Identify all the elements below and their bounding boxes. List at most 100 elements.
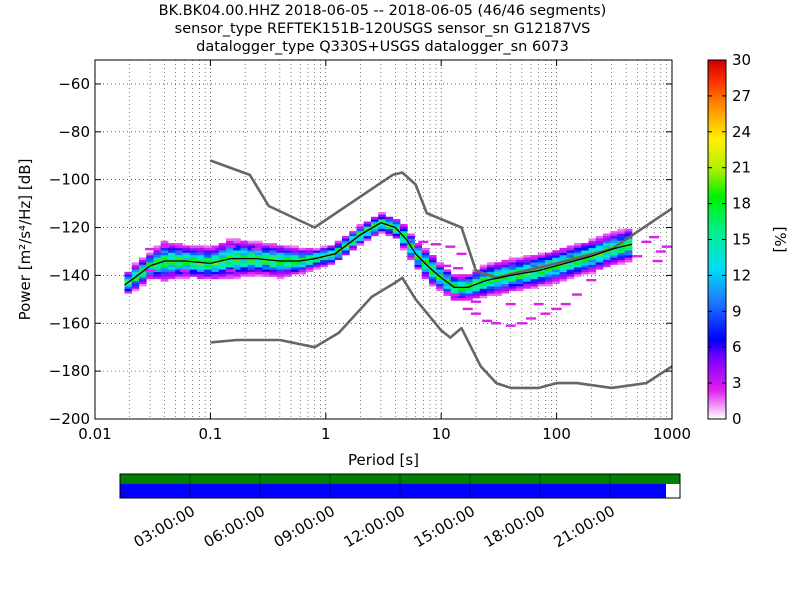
heatmap-cell xyxy=(254,267,263,270)
outlier-cell xyxy=(586,278,597,282)
heatmap-cell xyxy=(486,281,495,284)
heatmap-cell xyxy=(138,259,147,263)
heatmap-cell xyxy=(573,243,582,246)
heatmap-cell xyxy=(588,269,597,273)
heatmap-cell xyxy=(428,278,437,282)
heatmap-cell xyxy=(218,255,227,258)
axes: 0.01 0.1 1 10 100 1000 −60 −80 −100 −120 −140 −160 −… xyxy=(16,60,691,469)
heatmap-cell xyxy=(588,238,597,241)
heatmap-cell xyxy=(124,290,133,294)
heatmap-cell xyxy=(501,283,510,287)
heatmap-cell xyxy=(530,278,539,282)
heatmap-cell xyxy=(370,219,379,222)
heatmap-cell xyxy=(233,264,241,268)
heatmap-cell xyxy=(138,274,147,277)
heatmap-cell xyxy=(573,271,582,275)
y-tick-label: −100 xyxy=(49,171,90,189)
heatmap-cell xyxy=(196,274,205,277)
heatmap-cell xyxy=(617,259,626,263)
heatmap-cell xyxy=(276,262,285,265)
heatmap-cell xyxy=(298,252,307,256)
heatmap-cell xyxy=(341,235,350,239)
heatmap-cell xyxy=(530,257,539,261)
heatmap-cell xyxy=(515,281,524,284)
heatmap-cell xyxy=(298,255,307,258)
heatmap-cell xyxy=(131,278,140,282)
heatmap-cell xyxy=(182,255,191,258)
heatmap-cell xyxy=(370,223,379,227)
heatmap-cell xyxy=(131,271,140,275)
heatmap-cell xyxy=(341,247,350,251)
heatmap-cell xyxy=(370,216,379,220)
heatmap-cell xyxy=(262,257,270,261)
heatmap-cell xyxy=(240,267,249,270)
timeline-tick-label: 03:00:00 xyxy=(131,502,198,551)
heatmap-cell xyxy=(566,274,575,277)
heatmap-cell xyxy=(610,257,618,261)
heatmap-cell xyxy=(175,255,183,258)
heatmap-cell xyxy=(399,223,408,227)
heatmap-cell xyxy=(537,255,546,258)
heatmap-cell xyxy=(269,264,278,268)
heatmap-cell xyxy=(233,252,241,256)
y-tick-label: −160 xyxy=(49,314,90,332)
heatmap-cell xyxy=(407,233,415,237)
heatmap-cell xyxy=(262,255,270,258)
heatmap-cell xyxy=(428,262,437,265)
heatmap-cell xyxy=(559,278,568,282)
heatmap-cell xyxy=(153,271,162,275)
heatmap-cell xyxy=(602,257,611,261)
heatmap-cell xyxy=(508,267,517,270)
heatmap-cell xyxy=(269,259,278,263)
heatmap-cell xyxy=(124,278,133,282)
heatmap-cell xyxy=(624,238,633,241)
outlier-cell xyxy=(560,302,571,306)
heatmap-cell xyxy=(457,283,466,287)
heatmap-cell xyxy=(530,281,539,284)
heatmap-cell xyxy=(421,276,430,280)
heatmap-cell xyxy=(233,259,241,263)
heatmap-cell xyxy=(544,283,553,287)
outlier-cell xyxy=(462,307,473,311)
heatmap-cell xyxy=(428,274,437,277)
heatmap-cell xyxy=(523,283,531,287)
heatmap-cell xyxy=(537,269,546,273)
heatmap-cell xyxy=(494,286,502,289)
heatmap-cell xyxy=(211,271,220,275)
outlier-cell xyxy=(145,247,156,251)
heatmap-cell xyxy=(436,274,444,277)
heatmap-cell xyxy=(225,271,234,275)
heatmap-cell xyxy=(211,267,220,270)
outlier-cell xyxy=(533,302,544,306)
heatmap-cell xyxy=(378,216,386,220)
y-tick-label: −60 xyxy=(58,75,90,93)
outlier-cell xyxy=(470,312,481,315)
heatmap-cell xyxy=(544,278,553,282)
colorbar-tick-label: 0 xyxy=(732,410,742,428)
heatmap-cell xyxy=(327,257,336,261)
heatmap-cell xyxy=(508,262,517,265)
outlier-cell xyxy=(571,293,582,296)
heatmap-cell xyxy=(515,286,524,289)
heatmap-cell xyxy=(421,271,430,275)
heatmap-cell xyxy=(283,262,292,265)
heatmap-cell xyxy=(240,245,249,249)
heatmap-cell xyxy=(385,228,394,232)
heatmap-cell xyxy=(472,276,481,280)
heatmap-cell xyxy=(581,269,589,273)
heatmap-cell xyxy=(298,269,307,273)
heatmap-cell xyxy=(501,288,510,292)
heatmap-cell xyxy=(320,245,328,249)
heatmap-cell xyxy=(385,226,394,229)
outlier-cell xyxy=(445,245,456,248)
heatmap-cell xyxy=(189,271,198,275)
heatmap-cell xyxy=(131,269,140,273)
x-tick-label: 0.1 xyxy=(198,425,222,443)
heatmap-cell xyxy=(160,262,169,265)
heatmap-cell xyxy=(399,243,408,246)
heatmap-cell xyxy=(312,250,321,253)
heatmap-cell xyxy=(407,255,415,258)
heatmap-cell xyxy=(320,252,328,256)
heatmap-cell xyxy=(588,243,597,246)
heatmap-cell xyxy=(160,250,169,253)
